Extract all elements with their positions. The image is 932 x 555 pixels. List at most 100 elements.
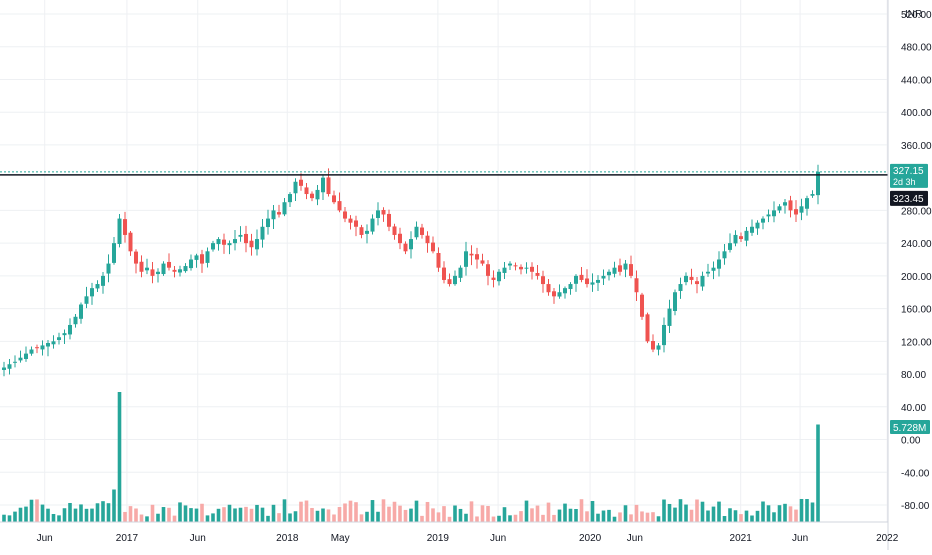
candle-body [436,253,441,268]
volume-bar [387,506,391,522]
y-tick-label: 520.00 [901,10,932,21]
candle-body [750,226,754,233]
level-lines [0,171,888,176]
candle-body [134,251,138,264]
candle-body [541,276,545,285]
candle-body [409,239,413,250]
volume-bar [68,502,72,522]
volume-bar [238,507,243,522]
volume-bar [739,514,743,522]
x-tick-label: 2018 [276,533,299,544]
candle-body [530,266,534,272]
y-tick-label: -80.00 [901,501,930,512]
x-tick-label: Jun [792,533,808,544]
candle-body [442,267,446,280]
candle-body [117,218,122,244]
volume-bar [596,513,600,522]
candle-body [79,304,83,319]
candle-body [359,227,364,235]
volume-bar [46,508,50,522]
candle-body [744,230,749,241]
candle-body [343,211,347,219]
volume-bar [475,516,479,522]
x-tick-label: 2017 [116,533,139,544]
volume-bar [464,513,468,522]
candle-body [337,201,342,211]
volume-bar [794,509,798,522]
candle-body [310,193,314,199]
y-tick-label: 280.00 [901,206,932,217]
volume-bar [590,501,595,522]
candle-body [381,209,386,215]
candle-body [810,194,815,196]
volume-bar [321,508,325,522]
y-tick-label: 480.00 [901,43,932,54]
volume-bar [348,500,353,522]
volume-bar [249,508,254,522]
volume-bar [277,513,281,522]
candle-body [222,239,226,245]
volume-bar [293,511,298,522]
volume-bar [200,503,204,522]
volume-bar [810,502,815,522]
volume-bar [354,502,358,522]
volume-bar [343,503,347,522]
volume-bar [18,507,23,522]
candle-body [585,278,589,285]
volume-bar [585,511,589,522]
candle-body [128,232,133,252]
volume-bar [634,504,639,522]
x-tick-label: Jun [190,533,206,544]
candle-body [453,275,457,285]
volume-bar [62,508,67,522]
candle-body [73,316,78,325]
volume-bar [530,508,534,522]
volume-bar [480,505,485,522]
candle-body [62,333,67,336]
candle-body [447,279,452,285]
candle-body [271,210,276,220]
volume-bar [332,514,336,522]
last-price-value: 327.15 [893,166,924,177]
volume-bar [502,507,507,522]
volume-bar [365,511,369,522]
candle-body [106,263,111,274]
volume-bar [442,506,446,522]
volume-bars [2,392,820,522]
volume-bar [150,504,155,522]
candle-body [794,209,798,215]
candle-body [623,263,628,270]
candle-body [645,314,650,342]
volume-bar [750,515,754,522]
volume-bar [376,511,380,522]
y-tick-label: 0.00 [901,436,921,447]
volume-bar [216,508,221,522]
volume-bar [706,510,710,522]
candle-body [95,284,100,289]
candle-body [711,267,716,271]
x-tick-label: 2020 [579,533,602,544]
volume-bar [695,499,699,522]
candle-body [629,264,633,276]
candle-body [574,275,578,284]
candle-body [227,243,232,246]
volume-bar [574,508,578,522]
level-badge [890,190,928,206]
y-tick-label: 400.00 [901,108,932,119]
volume-bar [673,507,677,522]
volume-bar [651,512,655,522]
volume-bar [777,505,782,522]
volume-bar [711,506,716,522]
candle-body [293,181,298,194]
volume-bar [607,509,611,522]
candle-body [51,341,56,345]
candle-body [414,226,419,238]
volume-bar [508,515,512,522]
candle-body [706,271,710,274]
volume-bar [491,516,496,522]
volume-bar [772,512,776,522]
candle-body [717,259,721,269]
volume-bar [24,506,28,522]
y-tick-label: 240.00 [901,239,932,250]
